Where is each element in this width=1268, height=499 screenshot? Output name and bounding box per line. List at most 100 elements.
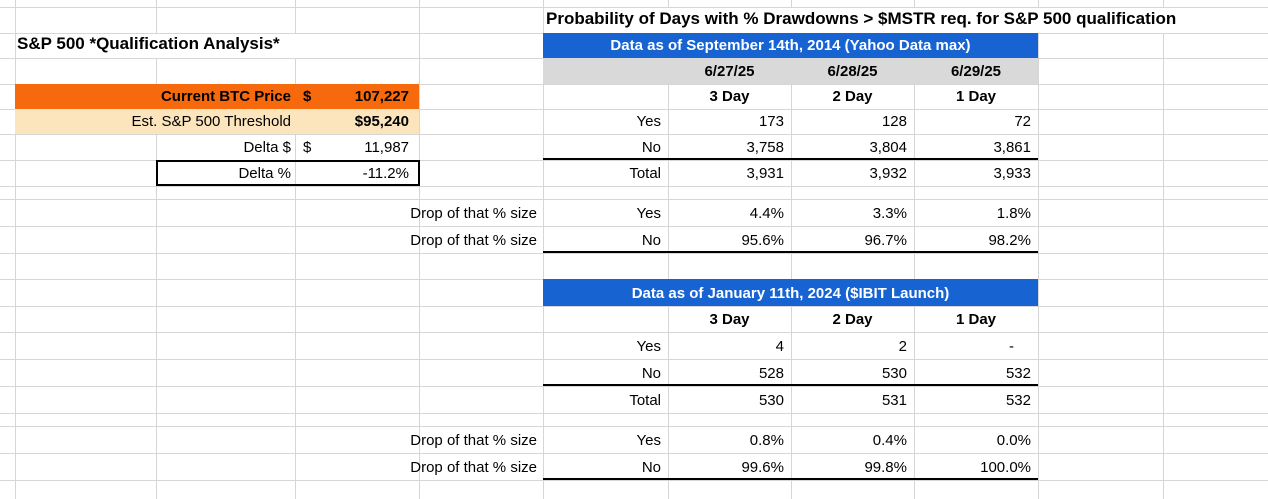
currency-symbol: $ [303, 87, 312, 105]
table2-header[interactable]: Data as of January 11th, 2024 ($IBIT Lau… [631, 284, 950, 302]
currency-symbol: $ [303, 138, 312, 156]
table1-total-3day[interactable]: 3,931 [746, 164, 784, 182]
right-panel-title[interactable]: Probability of Days with % Drawdowns > $… [546, 9, 1177, 29]
table2-pct-no-2day[interactable]: 99.8% [864, 458, 907, 476]
fill-threshold-row [15, 109, 419, 134]
table1-pct-yes-2day[interactable]: 3.3% [872, 204, 907, 222]
fill-table1-header [543, 33, 1038, 58]
left-panel-title[interactable]: S&P 500 *Qualification Analysis* [17, 34, 280, 54]
gridline [0, 386, 1268, 387]
gridline [0, 186, 1268, 187]
table2-yes-label[interactable]: Yes [636, 337, 661, 355]
delta-usd: 11,987 [364, 138, 409, 156]
table2-col-1day[interactable]: 1 Day [955, 310, 997, 328]
table2-no-2day[interactable]: 530 [881, 364, 907, 382]
gridline [15, 0, 16, 499]
gridline [156, 0, 157, 33]
gridline [668, 33, 669, 499]
table2-total-1day[interactable]: 532 [1005, 391, 1031, 409]
table1-pct-yes-3day[interactable]: 4.4% [749, 204, 784, 222]
table2-total-3day[interactable]: 530 [758, 391, 784, 409]
current-btc-price-value[interactable]: $ 107,227 [297, 84, 419, 109]
table2-no-3day[interactable]: 528 [758, 364, 784, 382]
gridline [0, 453, 1268, 454]
table2-drop-size-label-no[interactable]: Drop of that % size [410, 458, 537, 476]
fill-current-btc-row [15, 84, 419, 109]
table2-total-label[interactable]: Total [629, 391, 661, 409]
table1-yes-3day[interactable]: 173 [758, 112, 784, 130]
table1-no-1day[interactable]: 3,861 [993, 138, 1031, 156]
gridline [1038, 33, 1039, 499]
table1-yes-2day[interactable]: 128 [881, 112, 907, 130]
table1-col-3day[interactable]: 3 Day [709, 87, 750, 105]
table1-col-2day[interactable]: 2 Day [832, 87, 873, 105]
current-btc-price-label[interactable]: Current BTC Price [160, 87, 291, 105]
delta-usd-value[interactable]: $ 11,987 [297, 134, 419, 160]
table2-pct-yes-1day[interactable]: 0.0% [996, 431, 1031, 449]
gridline [1163, 33, 1164, 499]
gridline [0, 306, 1268, 307]
table1-total-label[interactable]: Total [629, 164, 661, 182]
gridline [0, 160, 1268, 161]
gridline [0, 253, 1268, 254]
table2-col-2day[interactable]: 2 Day [832, 310, 873, 328]
table2-pct-no-label[interactable]: No [641, 458, 661, 476]
table2-drop-size-label-yes[interactable]: Drop of that % size [410, 431, 537, 449]
fill-table2-header [543, 279, 1038, 306]
gridline [0, 134, 1268, 135]
gridline [156, 58, 157, 499]
table2-pct-yes-2day[interactable]: 0.4% [872, 431, 907, 449]
table1-header[interactable]: Data as of September 14th, 2014 (Yahoo D… [610, 36, 971, 54]
gridline [0, 7, 1268, 8]
gridline [1163, 0, 1164, 7]
gridline [1038, 0, 1039, 7]
table1-total-1day[interactable]: 3,933 [993, 164, 1031, 182]
table1-pct-no-2day[interactable]: 96.7% [864, 231, 907, 249]
table1-no-label[interactable]: No [641, 138, 661, 156]
table1-no-3day[interactable]: 3,758 [746, 138, 784, 156]
btc-price: 107,227 [354, 87, 409, 105]
table1-yes-label[interactable]: Yes [636, 112, 661, 130]
gridline [0, 359, 1268, 360]
table1-date-2[interactable]: 6/28/25 [827, 62, 878, 80]
table2-pct-no-1day[interactable]: 100.0% [980, 458, 1031, 476]
table2-pct-no-3day[interactable]: 99.6% [741, 458, 784, 476]
gridline [0, 199, 1268, 200]
gridline [0, 426, 1268, 427]
table2-yes-2day[interactable]: 2 [898, 337, 907, 355]
gridline [295, 0, 296, 33]
table1-pct-yes-label[interactable]: Yes [636, 204, 661, 222]
table1-pct-no-label[interactable]: No [641, 231, 661, 249]
gridline [0, 480, 1268, 481]
gridline [914, 0, 915, 7]
table2-col-3day[interactable]: 3 Day [709, 310, 750, 328]
delta-pct-label[interactable]: Delta % [238, 164, 291, 182]
threshold-label[interactable]: Est. S&P 500 Threshold [131, 112, 291, 130]
table1-pct-no-3day[interactable]: 95.6% [741, 231, 784, 249]
gridline [668, 0, 669, 7]
table1-col-1day[interactable]: 1 Day [955, 87, 997, 105]
table1-date-3[interactable]: 6/29/25 [950, 62, 1002, 80]
gridline [791, 33, 792, 499]
table1-pct-yes-1day[interactable]: 1.8% [996, 204, 1031, 222]
table1-pct-no-1day[interactable]: 98.2% [988, 231, 1031, 249]
table2-total-2day[interactable]: 531 [881, 391, 907, 409]
table2-no-1day[interactable]: 532 [1005, 364, 1031, 382]
table1-total-separator [543, 158, 1038, 160]
table2-total-separator [543, 384, 1038, 386]
table2-pct-yes-label[interactable]: Yes [636, 431, 661, 449]
threshold-value[interactable]: $95,240 [354, 112, 409, 130]
table2-pct-yes-3day[interactable]: 0.8% [749, 431, 784, 449]
table2-yes-1day[interactable]: - [1009, 337, 1014, 355]
table2-bottom-border [543, 478, 1038, 480]
delta-usd-label[interactable]: Delta $ [243, 138, 291, 156]
table1-date-1[interactable]: 6/27/25 [704, 62, 755, 80]
table1-drop-size-label-no[interactable]: Drop of that % size [410, 231, 537, 249]
table1-drop-size-label-yes[interactable]: Drop of that % size [410, 204, 537, 222]
table2-yes-3day[interactable]: 4 [775, 337, 784, 355]
table1-total-2day[interactable]: 3,932 [869, 164, 907, 182]
delta-pct-value[interactable]: -11.2% [362, 164, 409, 182]
table2-no-label[interactable]: No [641, 364, 661, 382]
table1-yes-1day[interactable]: 72 [1014, 112, 1031, 130]
table1-no-2day[interactable]: 3,804 [869, 138, 907, 156]
